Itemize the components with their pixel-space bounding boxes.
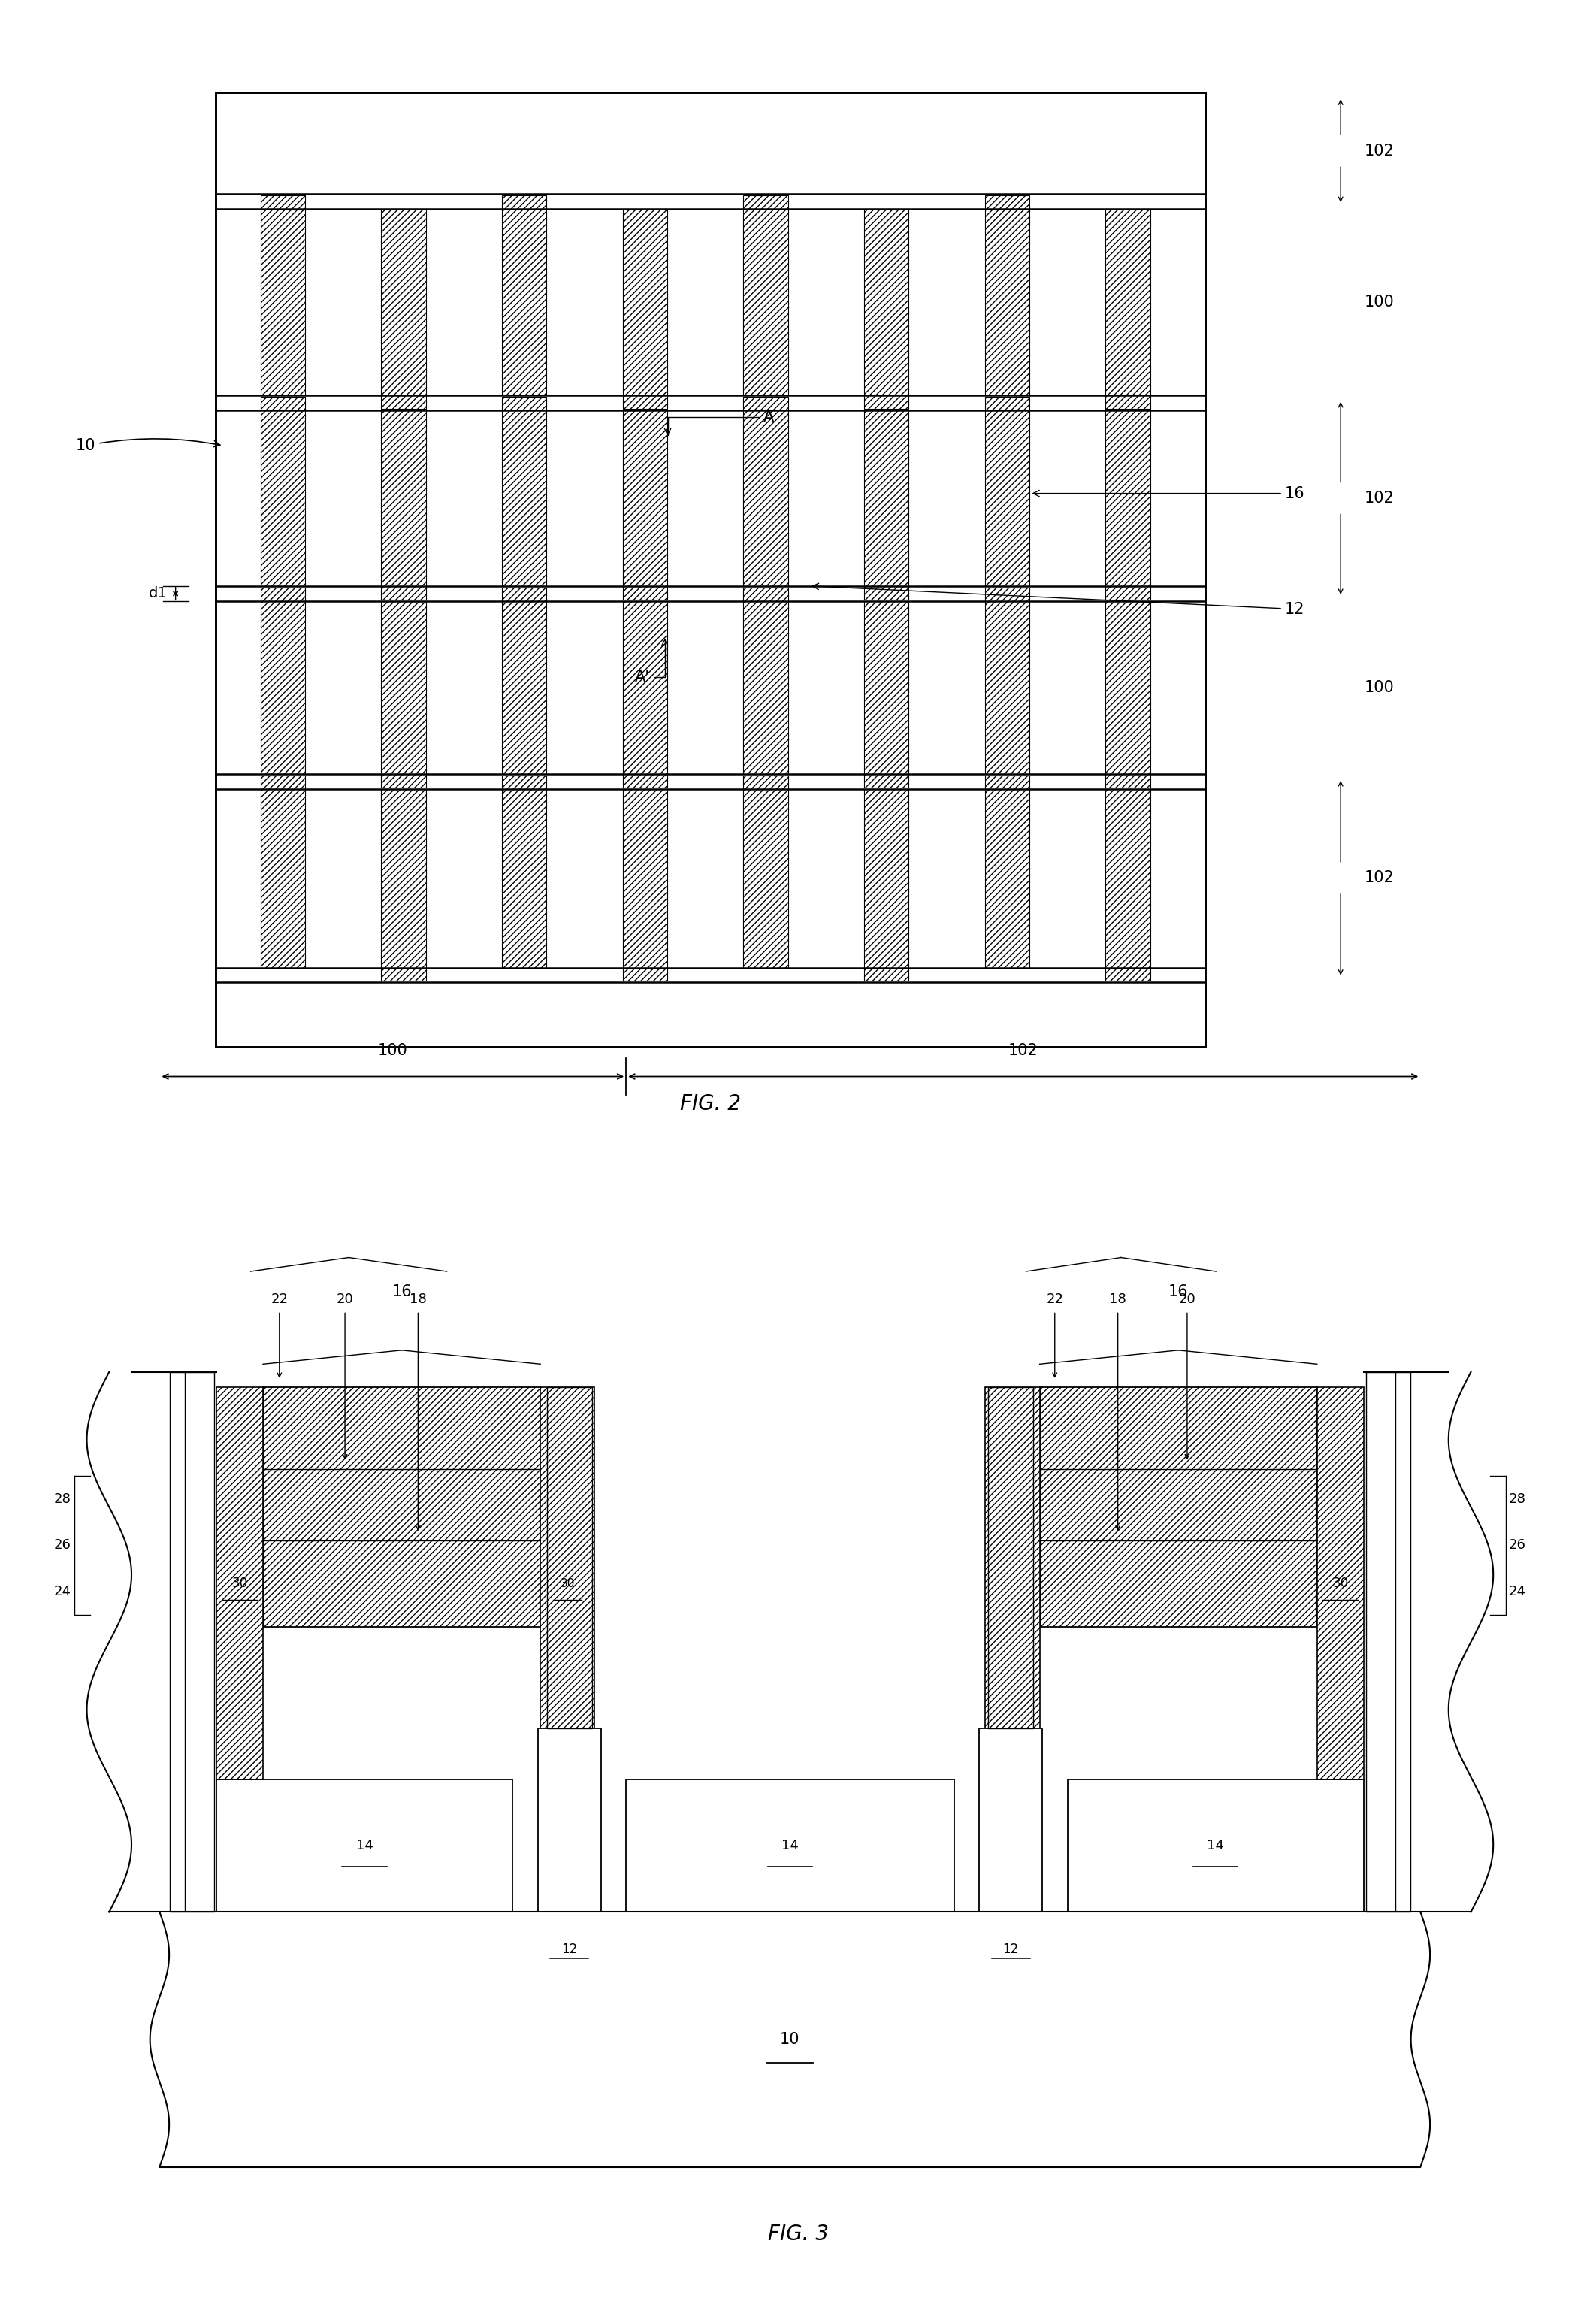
Bar: [547, 1387, 592, 1728]
Bar: [744, 396, 788, 586]
Text: 20: 20: [337, 1292, 353, 1306]
Text: 30: 30: [231, 1577, 247, 1591]
Bar: [744, 588, 788, 774]
Text: 18: 18: [410, 1292, 426, 1306]
Text: 12: 12: [812, 584, 1304, 616]
Bar: [1317, 1387, 1363, 1779]
Bar: [260, 588, 305, 774]
Text: 14: 14: [356, 1839, 373, 1853]
Bar: [622, 790, 667, 982]
Text: 22: 22: [271, 1292, 287, 1306]
Text: 24: 24: [1508, 1584, 1526, 1598]
Text: 22: 22: [1045, 1292, 1063, 1306]
Bar: [744, 195, 788, 396]
Text: 12: 12: [1002, 1943, 1018, 1955]
Text: d1: d1: [148, 586, 168, 600]
Text: 12: 12: [562, 1943, 578, 1955]
Text: 14: 14: [1207, 1839, 1224, 1853]
Bar: [863, 790, 908, 982]
Bar: [985, 396, 1029, 586]
Text: 102: 102: [1365, 144, 1395, 157]
Bar: [622, 410, 667, 600]
Text: 16: 16: [391, 1285, 412, 1299]
Bar: [217, 1387, 263, 1779]
Bar: [622, 208, 667, 408]
Text: 26: 26: [1508, 1538, 1526, 1552]
Bar: [863, 208, 908, 408]
Bar: [1395, 1371, 1411, 1913]
Text: 100: 100: [1365, 294, 1395, 310]
Bar: [169, 1371, 185, 1913]
Text: 18: 18: [1109, 1292, 1127, 1306]
Bar: [863, 602, 908, 787]
Bar: [501, 776, 546, 968]
Bar: [626, 1779, 954, 1913]
Text: 28: 28: [54, 1492, 72, 1505]
Text: 100: 100: [378, 1042, 409, 1058]
Text: 16: 16: [1168, 1285, 1189, 1299]
Text: FIG. 3: FIG. 3: [768, 2223, 828, 2244]
Bar: [863, 410, 908, 600]
Text: 10: 10: [780, 2031, 800, 2047]
Text: 24: 24: [54, 1584, 72, 1598]
Text: 10: 10: [77, 438, 220, 454]
Bar: [1068, 1779, 1363, 1913]
Text: 30: 30: [1333, 1577, 1349, 1591]
Text: 102: 102: [1009, 1042, 1039, 1058]
Bar: [185, 1371, 214, 1913]
Bar: [1039, 1387, 1317, 1626]
Bar: [985, 1387, 1039, 1779]
Bar: [538, 1728, 602, 1913]
Bar: [215, 93, 1205, 1047]
Text: 14: 14: [782, 1839, 798, 1853]
Text: A': A': [635, 639, 667, 686]
Bar: [501, 195, 546, 396]
Text: FIG. 2: FIG. 2: [680, 1093, 741, 1114]
Text: 26: 26: [54, 1538, 72, 1552]
Bar: [622, 602, 667, 787]
Text: A: A: [664, 410, 774, 435]
Text: 30: 30: [560, 1577, 575, 1589]
Bar: [501, 588, 546, 774]
Bar: [381, 410, 426, 600]
Bar: [263, 1387, 541, 1626]
Bar: [381, 602, 426, 787]
Bar: [215, 93, 1205, 1047]
Text: 16: 16: [1033, 486, 1306, 500]
Bar: [980, 1728, 1042, 1913]
Text: 100: 100: [1365, 681, 1395, 695]
Bar: [1366, 1371, 1395, 1913]
Bar: [1106, 208, 1151, 408]
Text: 102: 102: [1365, 871, 1395, 885]
Bar: [260, 396, 305, 586]
Text: 102: 102: [1365, 491, 1395, 505]
Bar: [988, 1387, 1033, 1728]
Bar: [501, 396, 546, 586]
Text: 28: 28: [1508, 1492, 1526, 1505]
Bar: [217, 1779, 512, 1913]
Bar: [744, 776, 788, 968]
Bar: [260, 195, 305, 396]
Bar: [381, 208, 426, 408]
Bar: [1106, 790, 1151, 982]
Bar: [541, 1387, 595, 1779]
Text: 20: 20: [1178, 1292, 1195, 1306]
Bar: [381, 790, 426, 982]
Bar: [260, 776, 305, 968]
Bar: [985, 195, 1029, 396]
Bar: [985, 776, 1029, 968]
Bar: [985, 588, 1029, 774]
Bar: [1106, 410, 1151, 600]
Bar: [1106, 602, 1151, 787]
